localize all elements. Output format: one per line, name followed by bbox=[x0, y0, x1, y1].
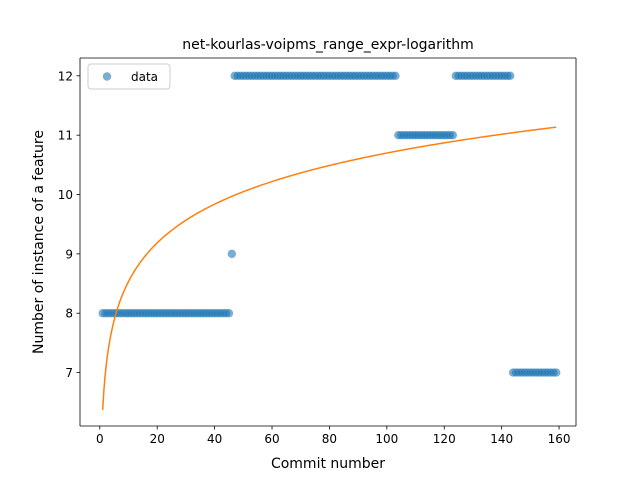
legend-box bbox=[87, 63, 171, 90]
data-point bbox=[551, 368, 561, 377]
chart-title: net-kourlas-voipms_range_expr-logarithm bbox=[182, 37, 474, 53]
legend: data bbox=[87, 63, 171, 90]
data-point bbox=[448, 130, 458, 140]
x-tick-label: 120 bbox=[433, 432, 456, 446]
y-tick-label: 9 bbox=[65, 247, 73, 261]
x-tick-label: 140 bbox=[490, 432, 513, 446]
plot-area: 0 20 40 60 80 100 120 140 160 7 8 9 10 11 12 data bbox=[58, 57, 577, 446]
legend-label: data bbox=[131, 70, 158, 84]
y-tick-label: 7 bbox=[65, 366, 73, 380]
data-point bbox=[227, 249, 237, 259]
x-tick-label: 40 bbox=[207, 432, 222, 446]
data-point bbox=[224, 309, 234, 318]
fit-line bbox=[101, 126, 557, 411]
y-tick-label: 8 bbox=[65, 307, 73, 321]
y-tick-label: 11 bbox=[58, 129, 73, 143]
y-axis-label: Number of instance of a feature bbox=[31, 130, 47, 354]
legend-marker bbox=[102, 72, 112, 81]
y-tick-label: 12 bbox=[58, 69, 73, 83]
axes-background bbox=[80, 58, 576, 426]
data-point bbox=[391, 71, 400, 81]
x-tick-label: 100 bbox=[375, 432, 398, 446]
x-tick-label: 80 bbox=[322, 432, 337, 446]
data-point bbox=[506, 71, 515, 81]
x-tick-label: 60 bbox=[264, 432, 279, 446]
y-tick-label: 10 bbox=[58, 188, 73, 202]
x-tick-label: 160 bbox=[548, 432, 571, 446]
x-tick-label: 0 bbox=[96, 432, 104, 446]
x-tick-label: 20 bbox=[150, 432, 165, 446]
x-axis-label: Commit number bbox=[271, 456, 385, 472]
